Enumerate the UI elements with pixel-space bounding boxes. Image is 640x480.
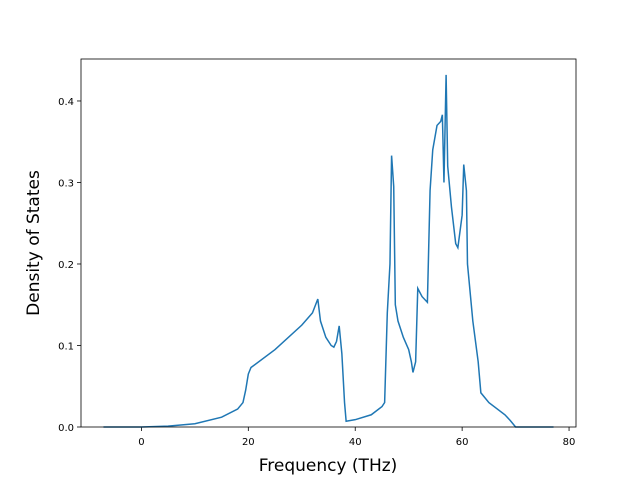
- y-axis-label: Density of States: [24, 170, 44, 316]
- line: [103, 74, 554, 428]
- x-tick-label: 60: [456, 437, 469, 448]
- x-tick-label: 0: [138, 437, 144, 448]
- y-tick-label: 0.0: [58, 423, 74, 434]
- x-tick-label: 20: [242, 437, 255, 448]
- y-tick-label: 0.3: [58, 178, 74, 189]
- plot-frame: [80, 58, 577, 428]
- y-tick-label: 0.2: [58, 260, 74, 271]
- y-tick-label: 0.4: [58, 97, 74, 108]
- x-tick-label: 40: [349, 437, 362, 448]
- x-tick-label: 80: [563, 437, 576, 448]
- x-axis-label: Frequency (THz): [259, 456, 398, 476]
- y-tick-label: 0.1: [58, 341, 74, 352]
